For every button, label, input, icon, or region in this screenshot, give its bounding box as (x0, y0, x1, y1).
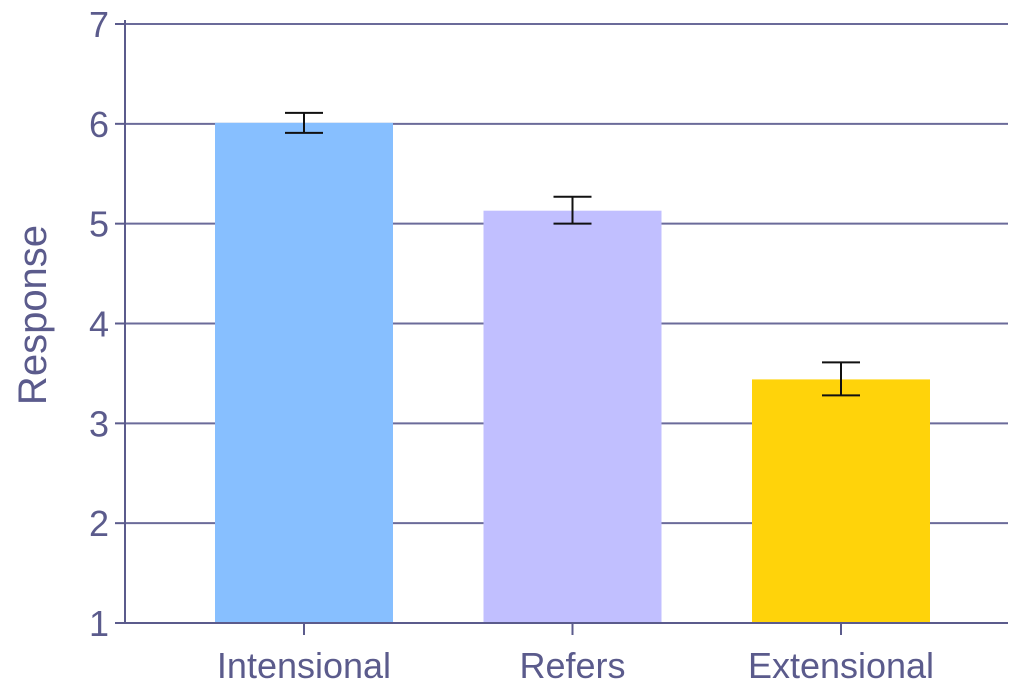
y-tick-label: 4 (89, 304, 109, 345)
y-tick-label: 3 (89, 403, 109, 444)
y-tick-label: 7 (89, 4, 109, 45)
y-tick-labels: 1 2 3 4 5 6 7 (89, 4, 109, 644)
bar-refers (483, 210, 662, 623)
bars (215, 122, 930, 624)
x-tick-label: Extensional (748, 645, 934, 685)
x-tick-label: Intensional (217, 645, 391, 685)
error-bar-extensional (822, 361, 860, 397)
y-tick-label: 2 (89, 503, 109, 544)
y-tick-label: 5 (89, 204, 109, 245)
error-bar-refers (553, 195, 592, 225)
x-tick-labels: Intensional Refers Extensional (217, 645, 934, 685)
x-tick-label: Refers (519, 645, 625, 685)
bar-intensional (215, 122, 393, 624)
y-tick-label: 6 (89, 104, 109, 145)
y-axis-title: Response (11, 225, 55, 405)
bar-extensional (752, 379, 930, 623)
y-tick-label: 1 (89, 603, 109, 644)
error-bar-intensional (285, 111, 323, 134)
axes (115, 20, 1008, 635)
error-bars (285, 111, 860, 397)
